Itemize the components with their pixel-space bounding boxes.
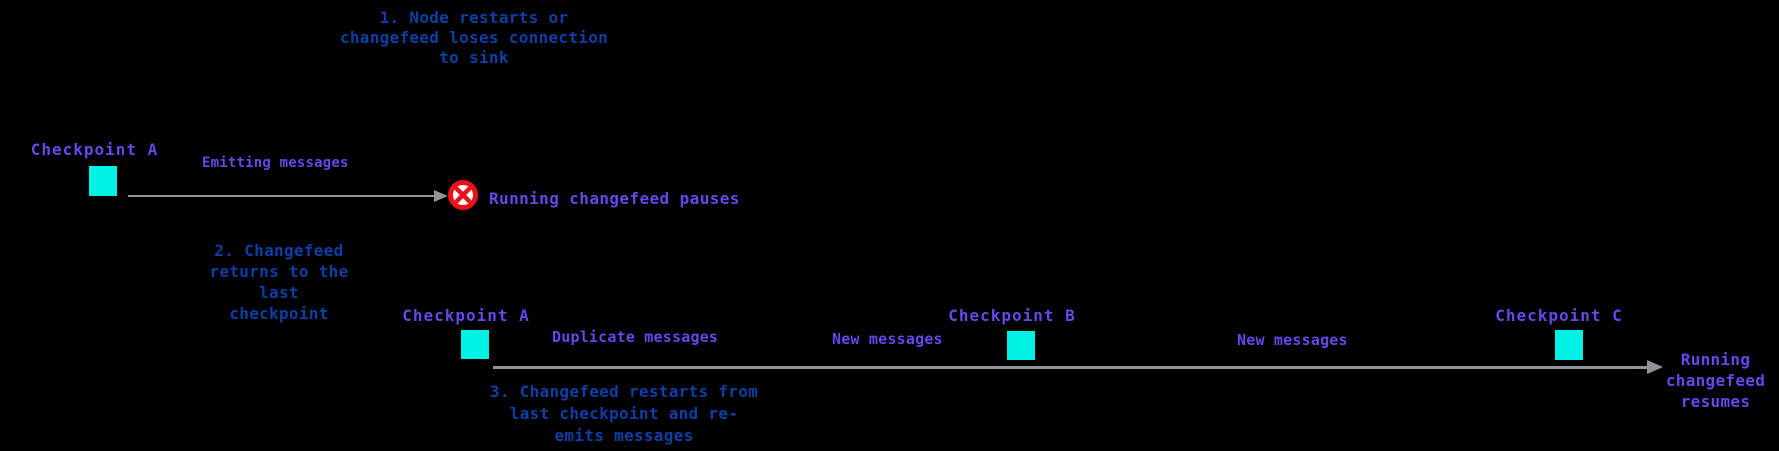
emitting-messages-label: Emitting messages [202,155,349,171]
checkpoint-b-label: Checkpoint B [948,306,1076,325]
timeline2-arrow-line [493,366,1649,369]
step1-note: 1. Node restarts or changefeed loses con… [339,8,609,67]
new-messages-label-1: New messages [832,330,943,348]
new-messages-label-2: New messages [1237,331,1348,349]
checkpoint-c-label: Checkpoint C [1495,306,1623,325]
timeline1-arrow-line [128,195,436,197]
checkpoint-a-marker-timeline1 [89,166,117,196]
duplicate-messages-label: Duplicate messages [552,328,719,346]
checkpoint-a-marker-timeline2 [461,330,489,359]
step3-note: 3. Changefeed restarts from last checkpo… [489,382,759,445]
step2-note: 2. Changefeed returns to the last checkp… [209,241,349,323]
checkpoint-b-marker [1007,331,1035,360]
timeline2-arrowhead-icon [1647,360,1663,374]
running-changefeed-pauses-label: Running changefeed pauses [489,189,740,208]
checkpoint-c-marker [1555,330,1583,360]
running-changefeed-resumes-label: Running changefeed resumes [1665,350,1766,411]
checkpoint-a-label-timeline2: Checkpoint A [402,306,530,325]
pause-error-icon [448,180,478,210]
checkpoint-a-label-timeline1: Checkpoint A [30,140,159,159]
timeline1-arrowhead-icon [434,190,448,202]
